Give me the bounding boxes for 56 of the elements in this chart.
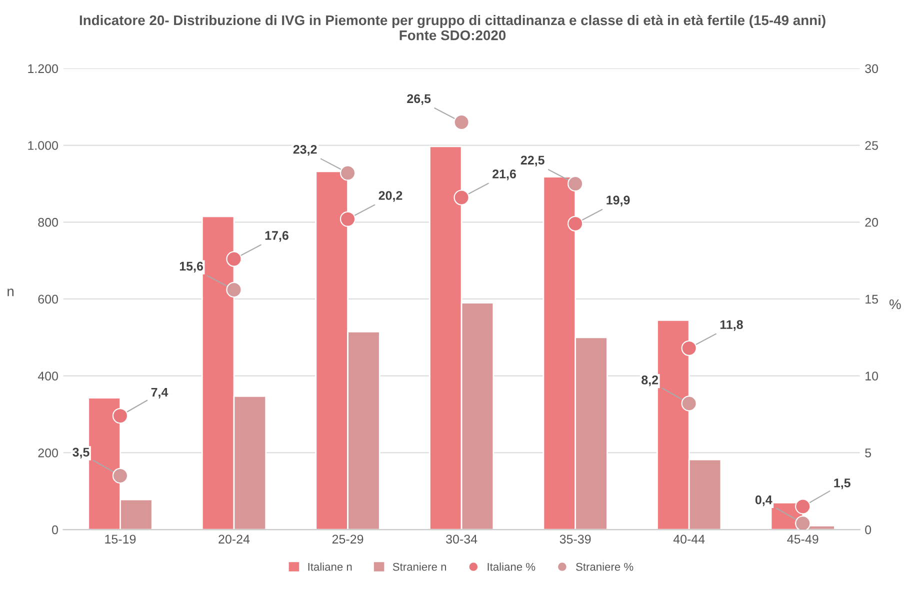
x-tick-label: 25-29 <box>332 534 364 544</box>
point <box>340 165 356 181</box>
y-tick-label: 1.200 <box>28 64 58 74</box>
point <box>112 408 128 424</box>
y-tick-label: 0 <box>52 525 58 534</box>
y-tick-label: 1.000 <box>28 141 58 150</box>
legend-label: Italiane n <box>308 562 352 571</box>
y-tick-label: 200 <box>38 448 58 458</box>
point <box>681 396 697 412</box>
point <box>226 251 242 267</box>
point <box>567 216 584 232</box>
point <box>795 498 811 514</box>
data-label: 21,6 <box>492 170 516 180</box>
y-axis-title: n <box>8 288 14 296</box>
data-label: 3,5 <box>72 448 90 458</box>
y2-tick-label: 20 <box>865 218 878 227</box>
data-label: 23,2 <box>293 144 317 156</box>
y2-tick-label: 10 <box>866 372 878 380</box>
point <box>795 516 811 530</box>
y-tick-label: 600 <box>38 294 58 304</box>
data-label: 15,6 <box>180 262 203 272</box>
point <box>226 282 242 298</box>
data-label: 0,4 <box>755 495 772 506</box>
chart-title: Indicatore 20- Distribuzione di IVG in Piemonte per gruppo di cittadinanza e classe di età in età fertile (15-49 anni) Fonte SDO:2020 <box>80 14 826 40</box>
point <box>454 190 470 206</box>
point <box>112 468 128 484</box>
data-label: 22,5 <box>520 156 544 166</box>
data-label: 8,2 <box>642 376 658 386</box>
x-tick-label: 35-39 <box>560 534 591 544</box>
x-tick-label: 40-44 <box>673 534 705 544</box>
y2-tick-label: 25 <box>865 141 878 150</box>
point <box>454 114 470 130</box>
point <box>567 176 584 192</box>
y2-tick-label: 5 <box>865 448 872 458</box>
data-label: 20,2 <box>378 191 402 202</box>
x-tick-label: 45-49 <box>787 534 818 544</box>
data-label: 1,5 <box>834 478 850 490</box>
y2-tick-label: 15 <box>866 294 878 304</box>
x-tick-label: 15-19 <box>105 534 136 544</box>
legend-label: Straniere % <box>576 562 634 571</box>
x-tick-label: 20-24 <box>218 534 250 544</box>
y-tick-label: 800 <box>38 218 58 227</box>
data-label: 17,6 <box>265 231 288 242</box>
x-tick-label: 30-34 <box>446 534 478 544</box>
point <box>340 211 356 227</box>
data-label: 7,4 <box>151 388 168 398</box>
point <box>681 340 697 356</box>
legend-label: Italiane % <box>488 562 536 571</box>
y2-tick-label: 0 <box>865 525 872 534</box>
y-tick-label: 400 <box>38 372 58 380</box>
data-label: 19,9 <box>606 196 630 206</box>
legend-label: Straniere n <box>392 562 446 571</box>
data-label: 26,5 <box>407 94 431 105</box>
data-label: 11,8 <box>720 320 743 331</box>
y2-tick-label: 30 <box>865 64 878 74</box>
y2-axis-title: % <box>890 299 901 310</box>
